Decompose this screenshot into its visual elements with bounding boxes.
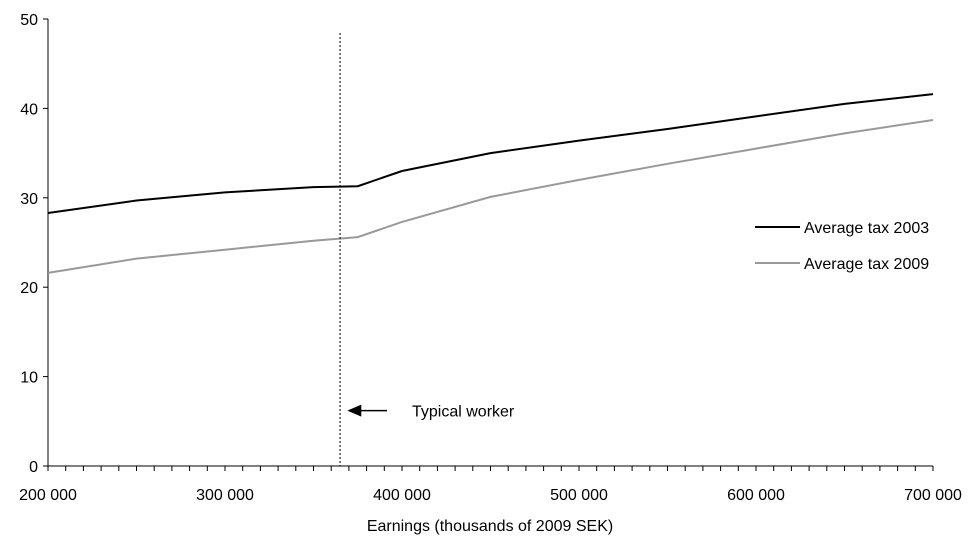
- y-tick-label: 50: [20, 12, 38, 29]
- y-tick-label: 0: [29, 459, 38, 476]
- y-tick-label: 10: [20, 370, 38, 387]
- x-tick-label: 500 000: [550, 487, 608, 504]
- annotation-label: Typical worker: [412, 404, 515, 421]
- x-tick-label: 600 000: [727, 487, 785, 504]
- legend-label: Average tax 2009: [804, 256, 929, 273]
- arrow-head: [347, 404, 362, 417]
- plot-area: Typical worker: [47, 33, 934, 466]
- legend: Average tax 2003 Average tax 2009: [755, 220, 929, 273]
- axes: 0 10 20 30 40 50 200 000 300 000 400 000 500 000 6…: [19, 12, 962, 504]
- x-axis-label: Earnings (thousands of 2009 SEK): [367, 518, 613, 535]
- x-tick-label: 300 000: [196, 487, 254, 504]
- y-tick-label: 40: [20, 101, 38, 118]
- x-tick-label: 200 000: [19, 487, 77, 504]
- series-line-2: [47, 119, 934, 274]
- series-line-1: [47, 93, 934, 214]
- legend-label: Average tax 2003: [804, 220, 929, 237]
- x-tick-label: 700 000: [904, 487, 962, 504]
- y-tick-label: 30: [20, 191, 38, 208]
- y-tick-label: 20: [20, 280, 38, 297]
- x-tick-label: 400 000: [373, 487, 431, 504]
